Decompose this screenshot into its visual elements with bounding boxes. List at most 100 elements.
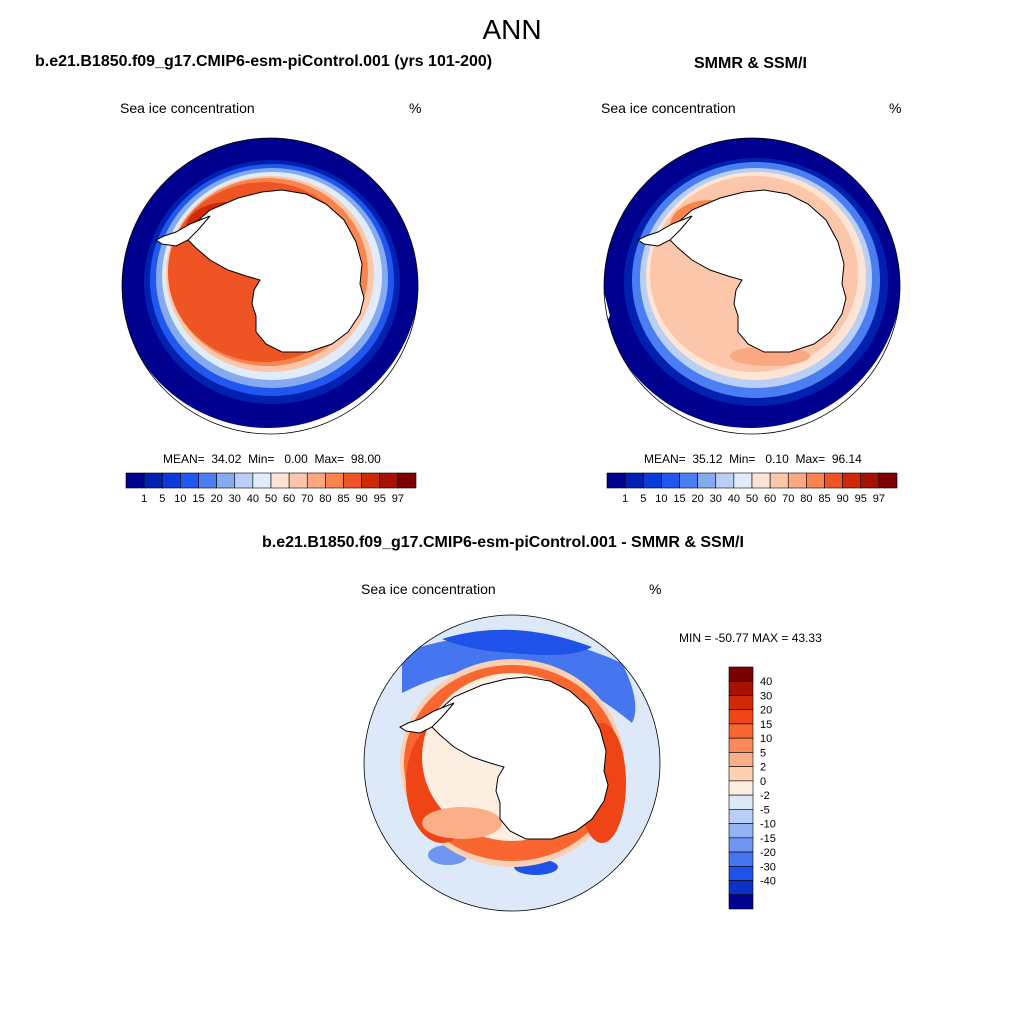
colorbar-swatch	[728, 880, 754, 896]
colorbar-swatch	[860, 472, 880, 489]
colorbar-swatch	[234, 472, 254, 489]
colorbar-swatch	[624, 472, 644, 489]
colorbar-tick-label: 5	[640, 493, 646, 505]
colorbar-swatch	[842, 472, 862, 489]
colorbar-tick-label: 15	[760, 719, 772, 731]
colorbar-tick-label: 5	[760, 747, 766, 759]
colorbar-swatch	[306, 472, 326, 489]
obs-colorbar: 1 5 10 15 20 30 40 50 60 70 80 85 90 95 97	[606, 472, 898, 505]
colorbar-swatch	[180, 472, 199, 489]
colorbar-swatch	[728, 737, 754, 753]
colorbar-swatch	[728, 865, 754, 881]
colorbar-tick-label: 85	[818, 493, 830, 505]
colorbar-tick-label: 50	[746, 493, 758, 505]
colorbar-tick-label: 97	[873, 493, 885, 505]
colorbar-tick-label: 20	[692, 493, 704, 505]
colorbar-swatch	[806, 472, 825, 489]
colorbar-swatch	[288, 472, 308, 489]
colorbar-swatch	[728, 851, 754, 867]
colorbar-swatch	[697, 472, 717, 489]
colorbar-tick-label: 30	[710, 493, 722, 505]
diff-units-label: %	[649, 581, 662, 597]
colorbar-tick-label: 90	[356, 493, 368, 505]
colorbar-tick-label: 2	[760, 762, 766, 774]
colorbar-swatch	[361, 472, 381, 489]
colorbar-swatch	[379, 472, 399, 489]
colorbar-swatch	[325, 472, 344, 489]
colorbar-tick-label: 20	[760, 705, 772, 717]
colorbar-tick-label: 80	[319, 493, 331, 505]
colorbar-tick-label: 20	[211, 493, 223, 505]
colorbar-swatch	[728, 709, 754, 725]
colorbar-tick-label: 10	[174, 493, 186, 505]
model-panel-heading: b.e21.B1850.f09_g17.CMIP6-esm-piControl.…	[35, 53, 493, 70]
colorbar-swatch	[216, 472, 236, 489]
colorbar-swatch	[787, 472, 807, 489]
colorbar-tick-label: 10	[760, 733, 772, 745]
colorbar-swatch	[824, 472, 843, 489]
colorbar-tick-label: 90	[837, 493, 849, 505]
colorbar-tick-label: 60	[764, 493, 776, 505]
diff-panel-heading: b.e21.B1850.f09_g17.CMIP6-esm-piControl.…	[262, 534, 744, 551]
colorbar-tick-label: 40	[247, 493, 259, 505]
colorbar-swatch	[751, 472, 771, 489]
colorbar-swatch	[143, 472, 163, 489]
colorbar-swatch	[728, 780, 754, 796]
colorbar-swatch	[252, 472, 272, 489]
obs-map	[603, 137, 901, 435]
colorbar-swatch	[125, 472, 145, 489]
colorbar-tick-label: -15	[760, 833, 776, 845]
model-variable-label: Sea ice concentration	[120, 100, 255, 116]
colorbar-tick-label: 50	[265, 493, 277, 505]
model-stats: MEAN= 34.02 Min= 0.00 Max= 98.00	[163, 452, 381, 466]
diff-minmax: MIN = -50.77 MAX = 43.33	[679, 631, 822, 645]
colorbar-swatch	[733, 472, 753, 489]
colorbar-tick-label: -2	[760, 790, 770, 802]
model-colorbar: 1 5 10 15 20 30 40 50 60 70 80 85 90 95 97	[125, 472, 417, 505]
colorbar-swatch	[728, 894, 754, 910]
colorbar-swatch	[728, 680, 754, 696]
colorbar-tick-label: 15	[673, 493, 685, 505]
colorbar-tick-label: 30	[229, 493, 241, 505]
model-units-label: %	[409, 100, 422, 116]
colorbar-swatch	[343, 472, 362, 489]
colorbar-tick-label: -20	[760, 847, 776, 859]
colorbar-swatch	[679, 472, 698, 489]
colorbar-tick-label: 15	[192, 493, 204, 505]
obs-variable-label: Sea ice concentration	[601, 100, 736, 116]
colorbar-tick-label: -30	[760, 861, 776, 873]
colorbar-tick-label: 5	[159, 493, 165, 505]
colorbar-swatch	[661, 472, 680, 489]
colorbar-swatch	[769, 472, 789, 489]
colorbar-swatch	[728, 752, 754, 767]
colorbar-tick-label: 1	[141, 493, 147, 505]
colorbar-tick-label: 40	[728, 493, 740, 505]
diff-variable-label: Sea ice concentration	[361, 581, 496, 597]
colorbar-swatch	[728, 809, 754, 824]
colorbar-tick-label: 80	[800, 493, 812, 505]
colorbar-swatch	[878, 472, 898, 489]
colorbar-swatch	[728, 723, 754, 739]
colorbar-swatch	[728, 823, 754, 839]
colorbar-tick-label: 60	[283, 493, 295, 505]
colorbar-tick-label: 10	[655, 493, 667, 505]
colorbar-swatch	[715, 472, 735, 489]
model-map	[121, 137, 419, 435]
colorbar-tick-label: 40	[760, 676, 772, 688]
colorbar-tick-label: 85	[337, 493, 349, 505]
colorbar-swatch	[728, 666, 754, 682]
obs-stats: MEAN= 35.12 Min= 0.10 Max= 96.14	[644, 452, 862, 466]
colorbar-tick-label: -10	[760, 819, 776, 831]
diff-map	[363, 614, 661, 912]
colorbar-swatch	[642, 472, 662, 489]
colorbar-swatch	[161, 472, 181, 489]
colorbar-tick-label: 70	[782, 493, 794, 505]
colorbar-swatch	[397, 472, 417, 489]
colorbar-tick-label: 30	[760, 690, 772, 702]
colorbar-swatch	[606, 472, 626, 489]
colorbar-swatch	[728, 766, 754, 782]
colorbar-tick-label: 0	[760, 776, 766, 788]
colorbar-tick-label: 1	[622, 493, 628, 505]
